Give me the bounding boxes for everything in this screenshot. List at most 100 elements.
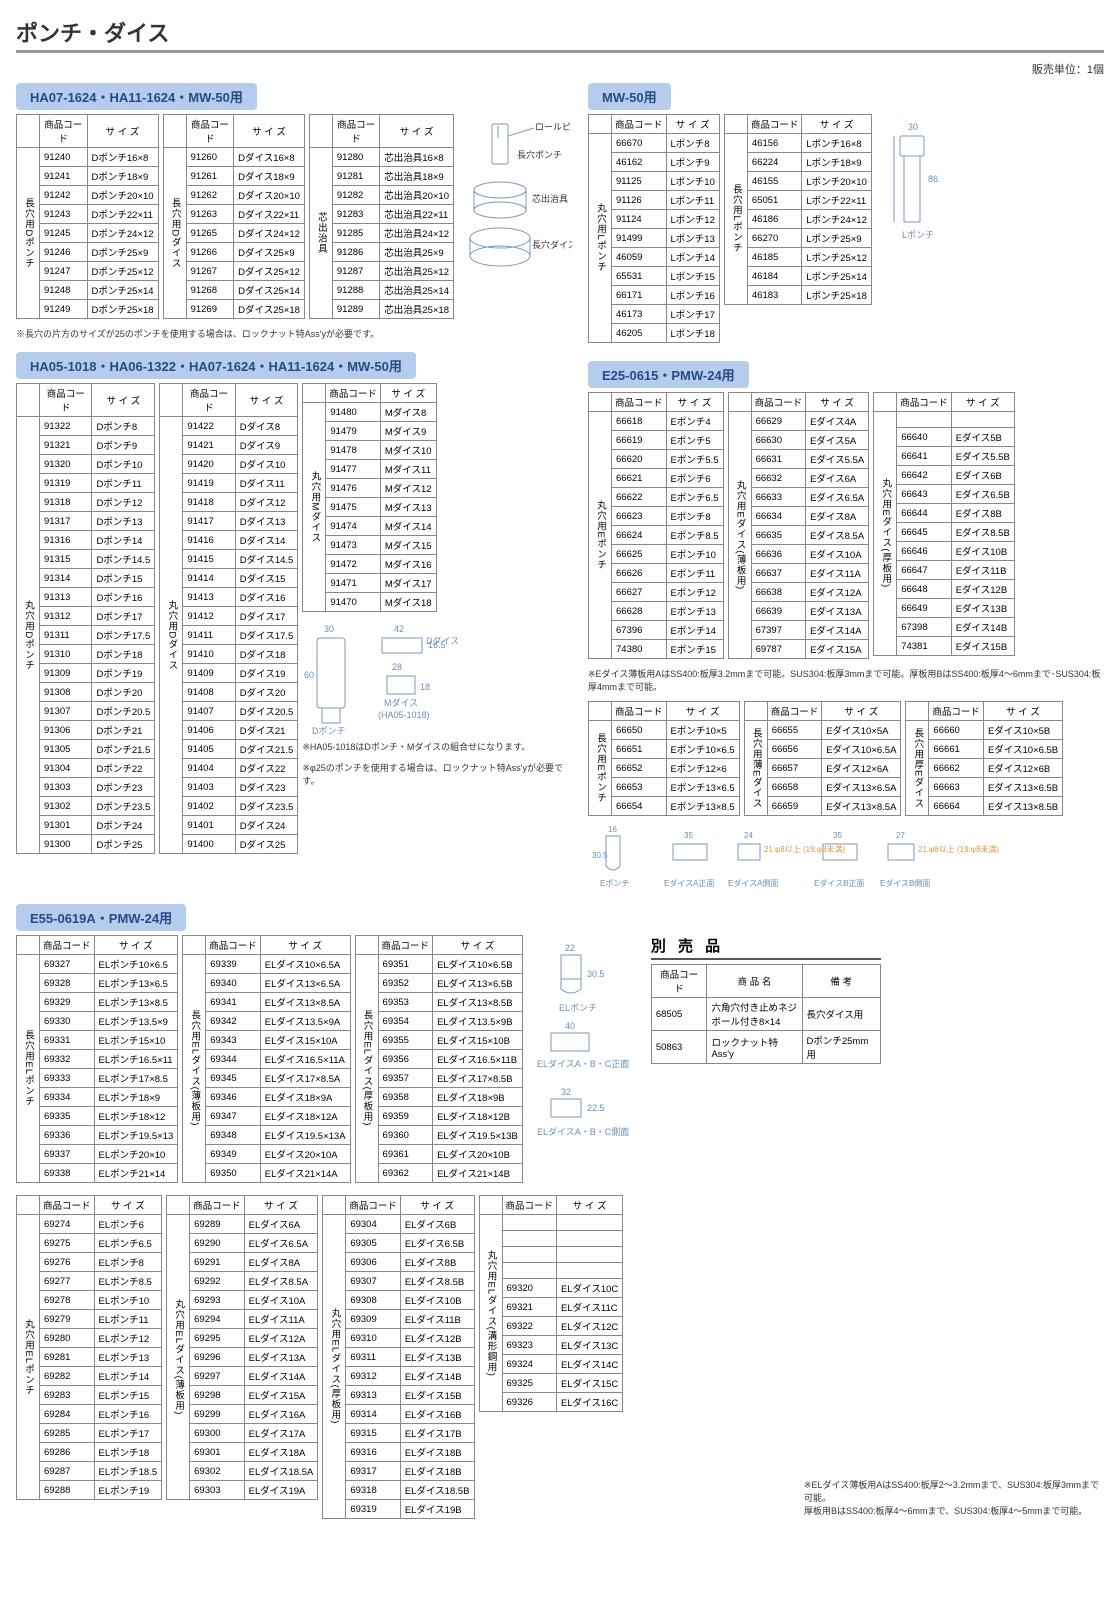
cell-code: 67396 <box>612 621 667 640</box>
cell-size: ELポンチ17×8.5 <box>94 1069 178 1088</box>
cell-code: 66642 <box>897 466 952 485</box>
table-row: 長穴用Eポンチ66650Eポンチ10×5 <box>589 721 740 740</box>
cell-size: ELダイス21×14A <box>260 1164 350 1183</box>
cell-size: Dポンチ25×9 <box>87 243 158 262</box>
cell-size: Eダイス13×8.5A <box>822 797 901 816</box>
cell-code: 69357 <box>378 1069 433 1088</box>
cell-size: ELダイス19B <box>400 1500 474 1519</box>
cell-code: 91405 <box>183 740 235 759</box>
table-row: 丸穴用Mダイス91480Mダイス8 <box>303 403 436 422</box>
cell-size: ELダイス13×8.5B <box>433 993 523 1012</box>
cell-size: Eポンチ13×8.5 <box>666 797 739 816</box>
table-row: 69292ELダイス8.5A <box>167 1272 318 1291</box>
cell-code: 69317 <box>346 1462 401 1481</box>
section-ha05: HA05-1018・HA06-1322・HA07-1624・HA11-1624・… <box>16 352 576 860</box>
cell-code: 66646 <box>897 542 952 561</box>
col-code: 商品コード <box>40 1196 95 1215</box>
col-code: 商品コード <box>332 115 379 148</box>
cell-size: Dポンチ18×9 <box>87 167 158 186</box>
table-row: 69337ELポンチ20×10 <box>17 1145 178 1164</box>
cell-code: 69283 <box>40 1386 95 1405</box>
cell-size: Eポンチ5.5 <box>666 450 723 469</box>
cell-code: 69333 <box>40 1069 95 1088</box>
vertical-label: 長穴用ELダイス(薄板用) <box>183 955 206 1183</box>
table-s1-t3: 商品コードサ イ ズ芯出治具91280芯出治具16×891281芯出治具18×9… <box>309 114 454 319</box>
svg-text:18: 18 <box>420 682 430 692</box>
sales-unit: 販売単位：1個 <box>16 61 1104 77</box>
col-code: 商品コード <box>40 936 95 955</box>
cell-code: 66650 <box>612 721 667 740</box>
cell-size: Eダイス11B <box>951 561 1014 580</box>
cell-size: Dポンチ24 <box>92 816 155 835</box>
table-s2-t2: 商品コードサ イ ズ長穴用Lポンチ46156Lポンチ16×866224Lポンチ1… <box>724 114 872 305</box>
cell-size: Eダイス5B <box>951 428 1014 447</box>
cell-size: Eダイス15A <box>806 640 869 659</box>
cell-code: 91420 <box>183 455 235 474</box>
cell-size: Eポンチ13 <box>666 602 723 621</box>
vertical-label: 丸穴用ELポンチ <box>17 1215 40 1500</box>
cell-size: ELダイス15B <box>400 1386 474 1405</box>
note-s4: ※Eダイス薄板用AはSS400:板厚3.2mmまで可能。SUS304:板厚3mm… <box>588 667 1104 693</box>
cell-size: ELダイス13B <box>400 1348 474 1367</box>
cell-size: 芯出治具24×12 <box>380 224 454 243</box>
table-s5-t2: 商品コードサ イ ズ長穴用ELダイス(薄板用)69339ELダイス10×6.5A… <box>182 935 350 1183</box>
cell-code: 69335 <box>40 1107 95 1126</box>
col-size: サ イ ズ <box>802 115 871 134</box>
cell-size: ELダイス10A <box>244 1291 318 1310</box>
col-code: 商品コード <box>183 384 235 417</box>
cell-size: Eダイス15B <box>951 637 1014 656</box>
cell-code: 46059 <box>612 248 667 267</box>
cell-code: 46183 <box>747 286 802 305</box>
cell-size: ELダイス15×10A <box>260 1031 350 1050</box>
cell-size: Dダイス22×11 <box>234 205 305 224</box>
cell-code: 91303 <box>40 778 92 797</box>
cell-code: 91241 <box>40 167 88 186</box>
vertical-label: 丸穴用Eダイス(薄板用) <box>728 412 751 659</box>
table-row: 69314ELダイス16B <box>323 1405 474 1424</box>
table-row: 69347ELダイス18×12A <box>183 1107 350 1126</box>
cell-size: ELダイス19.5×13A <box>260 1126 350 1145</box>
table-row: 長穴用Dダイス91260Dダイス16×8 <box>163 148 304 167</box>
cell-code: 69332 <box>40 1050 95 1069</box>
table-row: 69358ELダイス18×9B <box>355 1088 522 1107</box>
cell-code: 66652 <box>612 759 667 778</box>
vertical-label: 丸穴用Dポンチ <box>17 417 40 854</box>
vertical-label: 丸穴用ELダイス(厚板用) <box>323 1215 346 1519</box>
cell-size: ELダイス18×9A <box>260 1088 350 1107</box>
cell-size: Eポンチ12 <box>666 583 723 602</box>
cell-code: 69355 <box>378 1031 433 1050</box>
cell-code: 69279 <box>40 1310 95 1329</box>
col-size: サ イ ズ <box>666 702 739 721</box>
col-code: 商品コード <box>502 1196 557 1215</box>
cell-size: Eダイス4A <box>806 412 869 431</box>
cell-code: 67397 <box>751 621 806 640</box>
cell-code: 69310 <box>346 1329 401 1348</box>
cell-code: 91410 <box>183 645 235 664</box>
accessories-title: 別 売 品 <box>651 935 881 960</box>
cell-code: 69315 <box>346 1424 401 1443</box>
cell-size: Dポンチ12 <box>92 493 155 512</box>
cell-code: 91242 <box>40 186 88 205</box>
cell-size: Eポンチ5 <box>666 431 723 450</box>
cell-code: 91480 <box>326 403 381 422</box>
cell-size: ELダイス12A <box>244 1329 318 1348</box>
cell-code: 66632 <box>751 469 806 488</box>
svg-text:EダイスA正面: EダイスA正面 <box>664 878 714 888</box>
col-code: 商品コード <box>929 702 984 721</box>
cell-size: ELダイス13×8.5A <box>260 993 350 1012</box>
cell-code: 91321 <box>40 436 92 455</box>
cell-code: 91406 <box>183 721 235 740</box>
cell-code: 91308 <box>40 683 92 702</box>
table-row: 69342ELダイス13.5×9A <box>183 1012 350 1031</box>
table-row: 69319ELダイス19B <box>323 1500 474 1519</box>
cell-size: ELポンチ20×10 <box>94 1145 178 1164</box>
cell-size: ELダイス13.5×9B <box>433 1012 523 1031</box>
cell-size: ELダイス10×6.5A <box>260 955 350 974</box>
diagram-s5: 22 30.5 ELポンチ 40 ELダイスA・B・C正面 32 22.5 EL… <box>527 935 647 1153</box>
cell-code: 46184 <box>747 267 802 286</box>
cell-size: Eポンチ10×5 <box>666 721 739 740</box>
cell-size: Lポンチ20×10 <box>802 172 871 191</box>
cell-size: Eポンチ11 <box>666 564 723 583</box>
table-row: 69305ELダイス6.5B <box>323 1234 474 1253</box>
svg-text:40: 40 <box>565 1021 575 1031</box>
